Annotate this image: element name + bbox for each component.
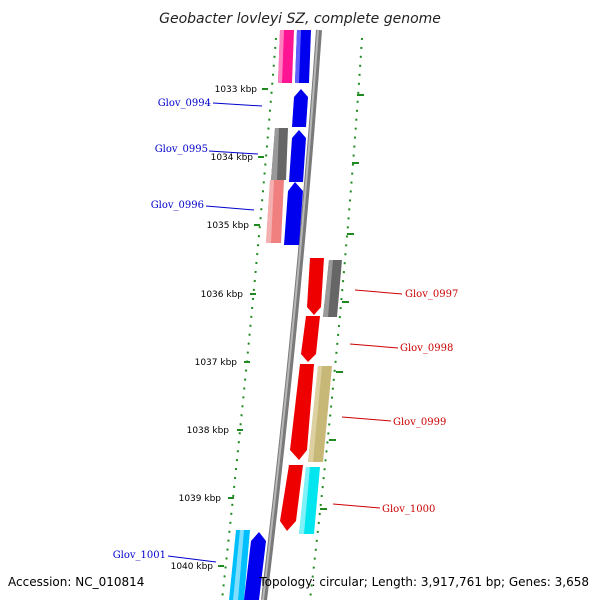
gene-arrow-glov-0996 <box>284 182 303 245</box>
leader-glov-0995 <box>208 150 259 155</box>
tick-label: 1037 kbp <box>195 358 238 368</box>
gene-label-glov-1000[interactable]: Glov_1000 <box>382 504 435 515</box>
genome-summary-text: Topology: circular; Length: 3,917,761 bp… <box>258 575 589 589</box>
tick-label: 1040 kbp <box>171 562 214 572</box>
tick-marks-left <box>218 88 268 567</box>
tick-label: 1036 kbp <box>201 290 244 300</box>
leader-glov-1000 <box>332 503 381 509</box>
gene-block-grey-right-shade <box>323 260 333 317</box>
gene-arrow-glov-0997 <box>307 258 324 315</box>
gene-block-khaki-shade <box>308 366 322 462</box>
tick-label: 1038 kbp <box>187 426 230 436</box>
gene-arrow-glov-0994 <box>292 89 308 127</box>
tick-label: 1035 kbp <box>207 221 250 231</box>
gene-arrow-glov-0998 <box>301 316 320 362</box>
map-title: Geobacter lovleyi SZ, complete genome <box>159 11 441 27</box>
gene-labels: Glov_0994 Glov_0995 Glov_0996 Glov_0997 … <box>113 98 459 561</box>
gene-arrow-glov-1001 <box>244 532 266 600</box>
forward-strand-genes <box>229 30 311 600</box>
gene-block-cyan-shade <box>299 467 310 534</box>
gene-label-glov-0995[interactable]: Glov_0995 <box>155 144 208 155</box>
tick-label: 1033 kbp <box>215 85 258 95</box>
gene-block-grey-shade <box>271 128 279 180</box>
ruler-right-dots <box>309 37 363 600</box>
ruler-left-dots <box>221 37 277 600</box>
accession-text: Accession: NC_010814 <box>8 575 144 589</box>
tick-label: 1039 kbp <box>179 494 222 504</box>
gene-label-glov-0994[interactable]: Glov_0994 <box>158 98 211 109</box>
gene-block-salmon-shade <box>266 180 274 243</box>
leader-glov-1001 <box>167 555 217 563</box>
gene-label-glov-0999[interactable]: Glov_0999 <box>393 417 446 428</box>
leader-glov-0999 <box>341 416 392 422</box>
gene-label-glov-0996[interactable]: Glov_0996 <box>151 200 204 211</box>
gene-block-blue-shade <box>295 30 301 83</box>
leader-glov-0998 <box>349 343 399 349</box>
reverse-strand-genes <box>280 258 342 534</box>
gene-arrow-glov-0995 <box>289 130 306 182</box>
leader-lines <box>167 102 403 563</box>
leader-glov-0997 <box>354 289 403 295</box>
tick-marks-right <box>320 94 364 510</box>
gene-block-cyan-bottom-shade <box>233 530 244 600</box>
genome-backbone-highlight <box>262 29 319 600</box>
gene-arrow-glov-1000 <box>280 465 303 531</box>
gene-arrow-glov-0999 <box>290 364 314 460</box>
leader-glov-0994 <box>212 102 263 107</box>
gene-block-pink-shade <box>278 30 284 83</box>
gene-label-glov-0998[interactable]: Glov_0998 <box>400 343 453 354</box>
gene-label-glov-0997[interactable]: Glov_0997 <box>405 289 458 300</box>
tick-labels: 1033 kbp 1034 kbp 1035 kbp 1036 kbp 1037… <box>171 85 258 572</box>
gene-label-glov-1001[interactable]: Glov_1001 <box>113 550 166 561</box>
tick-label: 1034 kbp <box>211 153 254 163</box>
leader-glov-0996 <box>205 205 255 211</box>
